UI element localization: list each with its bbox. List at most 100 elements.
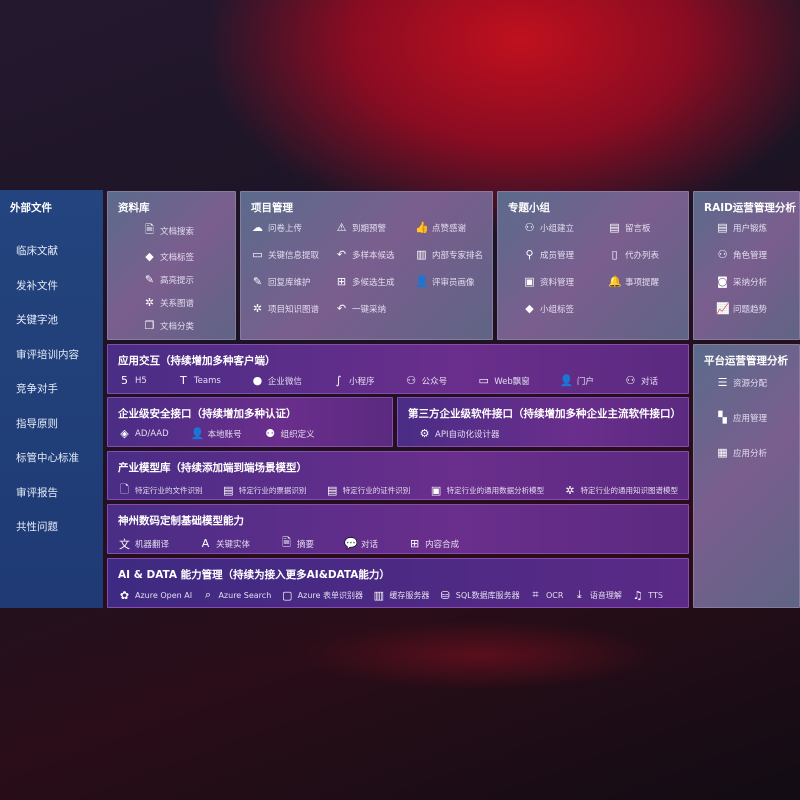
item-aidata[interactable]: ▥ 缓存服务器 — [372, 589, 430, 602]
item-base[interactable]: 文机器翻译 — [118, 536, 169, 552]
sidebar-item[interactable]: 标管中心标准 — [16, 452, 79, 464]
item-security[interactable]: 👤 本地账号 — [191, 427, 242, 440]
item-raid[interactable]: ◙ 采纳分析 — [716, 275, 789, 288]
item-platform[interactable]: ☰ 资源分配 — [716, 376, 789, 389]
item-app[interactable]: T Teams — [177, 374, 221, 387]
item-label: AD/AAD — [135, 428, 169, 439]
item-industry[interactable]: ✲ 特定行业的通用知识图谱模型 — [564, 484, 678, 497]
item-library[interactable]: ✎ 高亮提示 — [143, 273, 225, 286]
item-aidata[interactable]: ⌕ Azure Search — [201, 588, 271, 602]
item-industry[interactable]: ▣ 特定行业的通用数据分析模型 — [430, 484, 545, 497]
item-label: 特定行业的票据识别 — [238, 486, 307, 495]
item-raid[interactable]: 📈 问题趋势 — [716, 302, 789, 315]
item-app[interactable]: ⚇ 对话 — [624, 374, 658, 387]
puzzle-icon: ⊞ — [409, 537, 420, 550]
item-aidata[interactable]: ⤓ 语音理解 — [573, 588, 622, 602]
item-project[interactable]: ↶ 一键采纳 — [335, 302, 415, 315]
item-label: 用户锻炼 — [733, 223, 768, 234]
item-label: 关系图谱 — [160, 298, 195, 309]
item-project[interactable]: ↶ 多样本候选 — [335, 248, 415, 261]
sidebar-item[interactable]: 共性问题 — [16, 521, 58, 533]
graph-icon: ✲ — [252, 302, 263, 315]
item-industry[interactable]: 🗋 特定行业的文件识别 — [118, 481, 202, 500]
sidebar-item[interactable]: 关键字池 — [16, 314, 58, 326]
item-label: 问题趋势 — [733, 304, 768, 315]
item-base[interactable]: A 关键实体 — [199, 537, 250, 550]
sidebar-item[interactable]: 竞争对手 — [16, 383, 58, 395]
panel-title: 产业模型库（持续添加端到端场景模型） — [118, 462, 307, 474]
item-app[interactable]: ⚇ 公众号 — [405, 374, 447, 387]
item-group[interactable]: ⚲ 成员管理 — [523, 248, 608, 261]
item-project[interactable]: ⊞ 多候选生成 — [335, 275, 415, 288]
item-label: 小程序 — [349, 376, 375, 387]
analysis-icon: ▦ — [717, 446, 728, 459]
item-library[interactable]: 🗎 文档搜索 — [143, 221, 225, 240]
item-thirdparty[interactable]: ⚙ API自动化设计器 — [418, 427, 500, 440]
item-base[interactable]: ⊞ 内容合成 — [408, 537, 459, 550]
panel-ai-data: AI & DATA 能力管理（持续为接入更多AI&DATA能力） ✿ Azure … — [107, 558, 689, 608]
item-base[interactable]: 🗎 摘要 — [280, 534, 314, 553]
tag-icon: ◆ — [525, 302, 534, 315]
sidebar-item[interactable]: 审评培训内容 — [16, 348, 79, 361]
item-base[interactable]: 💬 对话 — [344, 537, 378, 550]
item-aidata[interactable]: ✿ Azure Open AI — [118, 589, 192, 602]
item-project[interactable]: ⚠ 到期预警 — [335, 221, 415, 234]
item-security[interactable]: ⚉ 组织定义 — [264, 427, 315, 440]
user-icon: 👤 — [415, 275, 429, 288]
item-library[interactable]: ✲ 关系图谱 — [143, 296, 225, 309]
ranking-icon: ▥ — [416, 248, 427, 261]
item-group[interactable]: ▣ 资料管理 — [523, 275, 608, 288]
item-group[interactable]: ⚇ 小组建立 — [523, 221, 608, 234]
item-app[interactable]: ∫ 小程序 — [332, 374, 375, 387]
item-project[interactable]: 👍 点赞感谢 — [415, 221, 495, 234]
sidebar-item[interactable]: 审评报告 — [16, 486, 58, 499]
item-label: OCR — [546, 590, 564, 600]
item-security[interactable]: ◈ AD/AAD — [118, 427, 169, 440]
sidebar-item[interactable]: 发补文件 — [16, 279, 58, 292]
item-app[interactable]: ● 企业微信 — [251, 374, 302, 387]
diamond-icon: ◈ — [120, 427, 129, 440]
item-library[interactable]: ❐ 文档分类 — [143, 319, 225, 332]
item-project[interactable]: ✎ 回复库维护 — [251, 275, 335, 288]
sidebar-item[interactable]: 临床文献 — [16, 245, 58, 257]
item-app[interactable]: 👤 门户 — [560, 374, 594, 387]
item-label: 小组标签 — [540, 304, 575, 315]
item-app[interactable]: ▭ Web飘窗 — [477, 374, 530, 387]
item-aidata[interactable]: ⛁ SQL数据库服务器 — [439, 589, 520, 602]
item-project[interactable]: ▭ 关键信息提取 — [251, 248, 335, 261]
item-aidata[interactable]: ▢ Azure 表单识别器 — [281, 589, 363, 602]
item-aidata[interactable]: ♫ TTS — [631, 589, 663, 602]
mini-program-icon: ∫ — [335, 374, 342, 387]
sidebar-item[interactable]: 指导原则 — [16, 417, 58, 430]
item-raid[interactable]: ⚇ 角色管理 — [716, 248, 789, 261]
item-raid[interactable]: ▤ 用户锻炼 — [716, 221, 789, 234]
item-label: 组织定义 — [280, 429, 315, 440]
item-group[interactable]: ▤ 留言板 — [608, 221, 688, 234]
item-platform[interactable]: ▚ 应用管理 — [716, 411, 789, 424]
item-library[interactable]: ◆ 文档标签 — [143, 250, 225, 263]
item-project[interactable]: ✲ 项目知识图谱 — [251, 302, 335, 315]
item-label: 企业微信 — [267, 376, 302, 387]
item-industry[interactable]: ▤ 特定行业的票据识别 — [222, 484, 307, 497]
item-aidata[interactable]: ⌗ OCR — [529, 588, 563, 602]
item-group[interactable]: ◆ 小组标签 — [523, 302, 608, 315]
clipboard-icon: ▯ — [611, 248, 618, 261]
item-label: 特定行业的通用数据分析模型 — [446, 486, 545, 495]
item-group[interactable]: 🔔 事项提醒 — [608, 275, 688, 288]
item-label: TTS — [648, 590, 663, 600]
cloud-upload-icon: ☁ — [252, 221, 263, 234]
item-label: 摘要 — [297, 539, 315, 550]
item-label: 资料管理 — [540, 277, 575, 288]
item-project[interactable]: ▥ 内部专家排名 — [415, 248, 495, 261]
item-label: 项目知识图谱 — [268, 304, 320, 315]
translate-icon: 文 — [119, 537, 130, 551]
item-platform[interactable]: ▦ 应用分析 — [716, 446, 789, 459]
item-project[interactable]: ☁ 问卷上传 — [251, 221, 335, 234]
document-icon: 🗎 — [282, 536, 291, 549]
panel-thirdparty: 第三方企业级软件接口（持续增加多种企业主流软件接口） ⚙ API自动化设计器 — [397, 397, 689, 447]
item-group[interactable]: ▯ 代办列表 — [608, 248, 688, 261]
item-project[interactable]: 👤 评审员画像 — [415, 275, 495, 288]
item-app[interactable]: 5 H5 — [118, 374, 147, 387]
item-label: 成员管理 — [540, 250, 575, 261]
item-industry[interactable]: ▤ 特定行业的证件识别 — [326, 484, 410, 497]
